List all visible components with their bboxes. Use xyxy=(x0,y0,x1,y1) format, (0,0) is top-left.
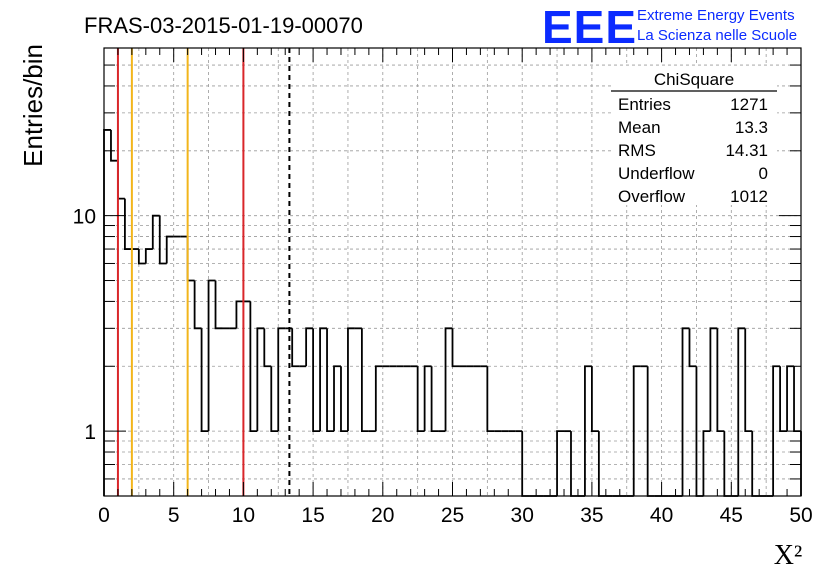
histogram-bin xyxy=(312,328,321,433)
histogram-bin xyxy=(340,366,348,433)
y-tick-labels: 1 10 xyxy=(73,206,96,444)
stats-box-title: ChiSquare xyxy=(654,70,734,89)
histogram-bin xyxy=(263,328,272,368)
logo-line-1: Extreme Energy Events xyxy=(637,7,795,24)
histogram-bin xyxy=(270,366,279,433)
histogram-bin xyxy=(451,328,460,368)
histogram-bin xyxy=(416,366,425,433)
histogram-bin xyxy=(737,327,746,496)
logo-line-2: La Scienza nelle Scuole xyxy=(637,27,797,44)
chart-title: FRAS-03-2015-01-19-00070 xyxy=(84,13,363,38)
stats-box-background xyxy=(611,66,777,205)
histogram-bin xyxy=(305,327,314,367)
x-tick-label: 30 xyxy=(511,504,534,527)
histogram-bin xyxy=(158,215,167,265)
axis-ticks xyxy=(103,48,802,496)
logo-mark: EEE xyxy=(542,1,637,53)
x-tick-label: 25 xyxy=(441,504,464,527)
histogram-bin xyxy=(347,327,355,432)
histogram-bin xyxy=(374,365,383,432)
eee-logo: EEE Extreme Energy Events La Scienza nel… xyxy=(542,1,797,53)
stats-row-value: 13.3 xyxy=(735,118,768,137)
y-tick-label: 10 xyxy=(73,206,96,229)
x-tick-label: 50 xyxy=(789,504,812,527)
histogram-bin xyxy=(319,327,328,432)
histogram-bin xyxy=(326,328,335,433)
histogram-bin xyxy=(207,279,216,432)
histogram-bin xyxy=(193,280,202,330)
stats-row-label: Underflow xyxy=(618,164,695,183)
x-tick-label: 15 xyxy=(301,504,324,527)
y-axis-label: Entries/bin xyxy=(18,44,48,167)
histogram-bin xyxy=(291,328,300,368)
histogram-bin xyxy=(277,327,286,432)
histogram-bin xyxy=(165,235,174,264)
x-tick-label: 40 xyxy=(650,504,673,527)
stats-row-label: Mean xyxy=(618,118,661,137)
histogram-bin xyxy=(423,365,432,432)
histogram-bin xyxy=(486,366,495,433)
stats-row-label: Overflow xyxy=(618,187,686,206)
histogram-bin xyxy=(256,327,265,432)
histogram-bin xyxy=(584,365,592,496)
histogram-bin xyxy=(235,300,244,329)
x-tick-label: 10 xyxy=(232,504,255,527)
stats-row-value: 14.31 xyxy=(725,141,768,160)
x-tick-label: 0 xyxy=(98,504,110,527)
x-tick-label: 5 xyxy=(168,504,180,527)
histogram-bin xyxy=(110,129,118,162)
stats-row-value: 1271 xyxy=(730,95,768,114)
histogram-bin xyxy=(702,430,711,496)
histogram-bin xyxy=(709,327,718,432)
histogram-bin xyxy=(688,328,697,368)
y-tick-label: 1 xyxy=(84,421,96,444)
stats-row-value: 1012 xyxy=(730,187,768,206)
histogram-bin xyxy=(444,327,453,432)
stats-row-label: Entries xyxy=(618,95,671,114)
x-tick-labels: 0 5 10 15 20 25 30 35 40 45 50 xyxy=(98,504,813,527)
histogram-bin xyxy=(200,328,209,433)
stats-rows: Entries 1271 Mean 13.3 RMS 14.31 Underflow 0 Ove… xyxy=(618,95,768,206)
vertical-markers xyxy=(116,48,291,496)
x-axis-label: X² xyxy=(774,540,803,571)
histogram-bin xyxy=(716,328,725,433)
x-tick-label: 35 xyxy=(580,504,603,527)
histogram-bin xyxy=(249,301,258,433)
histogram-bin xyxy=(151,214,160,250)
histogram-bin xyxy=(772,365,781,496)
histogram-bin xyxy=(744,328,753,433)
histogram-bin xyxy=(137,249,146,265)
stats-row-label: RMS xyxy=(618,141,656,160)
histogram-bin xyxy=(360,328,369,433)
stats-box: ChiSquare Entries 1271 Mean 13.3 RMS 14.31 Und… xyxy=(611,66,777,206)
histogram-bin xyxy=(681,327,690,496)
histogram-bin xyxy=(214,280,223,330)
histogram-bin xyxy=(632,365,641,496)
histogram-bin xyxy=(144,248,153,264)
histogram-bin xyxy=(333,365,341,432)
x-tick-label: 20 xyxy=(371,504,394,527)
histogram-bin xyxy=(556,430,565,496)
stats-row-value: 0 xyxy=(759,164,768,183)
histogram-bin xyxy=(591,366,599,433)
histogram-bin xyxy=(430,366,439,433)
x-tick-label: 45 xyxy=(720,504,743,527)
